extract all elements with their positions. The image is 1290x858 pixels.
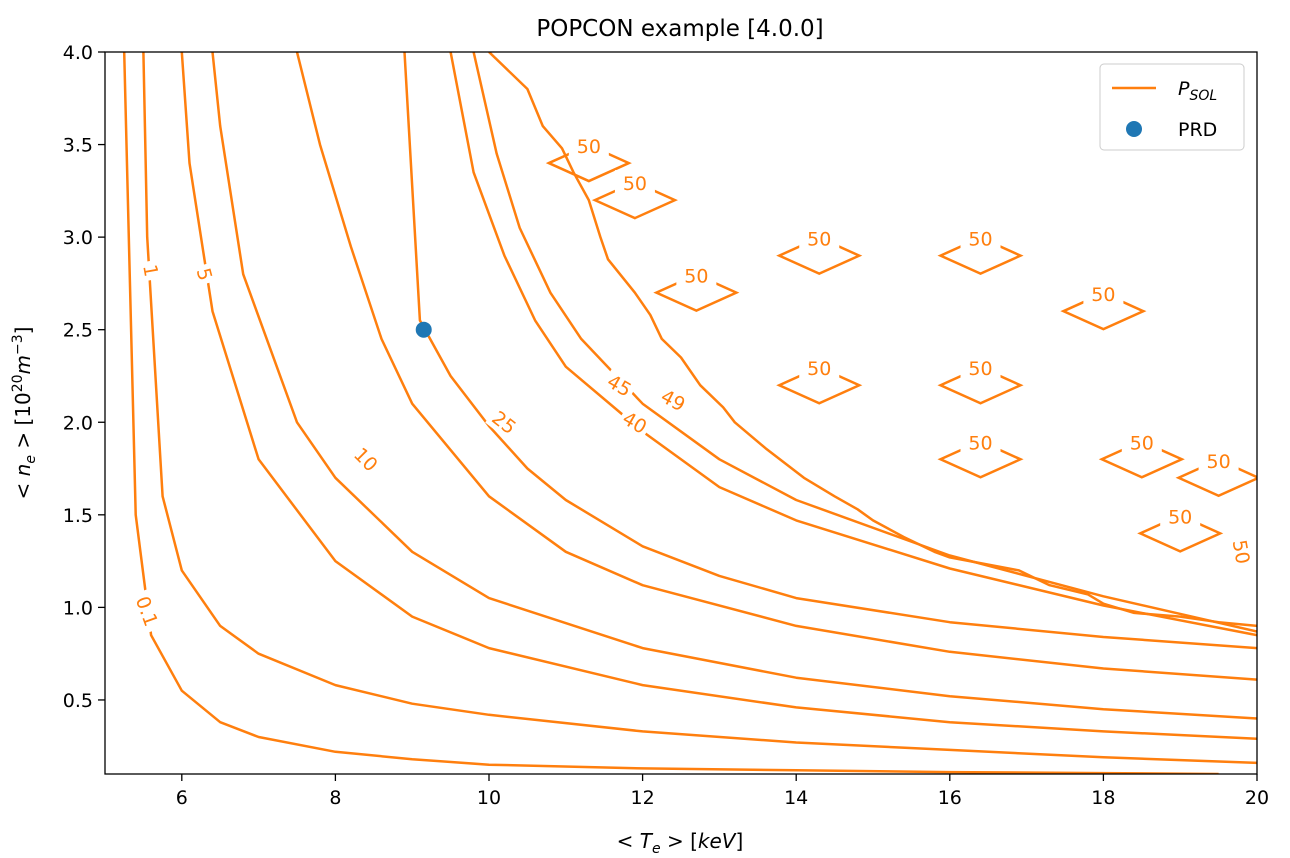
contour-line-25: [403, 52, 1257, 650]
legend-box: [1099, 63, 1245, 151]
contour-island-label: 50: [968, 229, 992, 251]
contour-label-bg: [654, 382, 693, 418]
y-axis: 0.5 1.0 1.5 2.0 2.5 3.0 3.5 4.0: [63, 42, 105, 712]
contour-label-bg: [614, 170, 655, 195]
contour-label-bg: [960, 355, 1001, 380]
contour-label-bg: [485, 403, 524, 441]
y-tick-label: 3.0: [63, 227, 93, 249]
contour-label-bg: [347, 440, 386, 479]
contour-island-label: 50: [807, 229, 831, 251]
y-tick-label: 2.5: [63, 320, 93, 342]
contour-line-10: [295, 52, 1257, 681]
contour-label-bg: [615, 404, 654, 441]
contour-label-45: 45: [600, 367, 639, 404]
contour-label-25: 25: [485, 403, 524, 441]
contour-label-text: 45: [603, 371, 635, 402]
contour-island-label: 50: [1168, 506, 1192, 528]
contour-label-bg: [799, 225, 840, 250]
x-tick-label: 6: [176, 787, 188, 809]
x-tick-label: 12: [631, 787, 655, 809]
contour-label-bg: [1121, 429, 1162, 454]
contour-island-label: 50: [807, 358, 831, 380]
legend-entry-psol: PSOL: [1178, 78, 1217, 104]
contour-island-label: 50: [1207, 451, 1231, 473]
contour-island-label: 50: [968, 358, 992, 380]
x-axis-label: < Te > [keV]: [617, 829, 744, 857]
contour-label-bg: [600, 367, 639, 404]
contour-island-label: 50: [684, 266, 708, 288]
contour-label-bg: [568, 133, 609, 158]
contour-island-label: 50: [968, 432, 992, 454]
contour-label-bg: [1160, 503, 1201, 528]
contour-label-bg: [1227, 534, 1257, 569]
y-tick-label: 1.0: [63, 597, 93, 619]
x-tick-label: 16: [938, 787, 962, 809]
contour-label-0.1: 0.1: [128, 587, 166, 635]
y-axis-label: < ne > [1020m−3]: [10, 327, 39, 500]
contour-label-50: 50: [1227, 534, 1257, 569]
chart-title: POPCON example [4.0.0]: [536, 16, 823, 42]
x-tick-label: 10: [477, 787, 501, 809]
y-tick-label: 0.5: [63, 690, 93, 712]
y-tick-label: 3.5: [63, 135, 93, 157]
x-tick-label: 20: [1245, 787, 1269, 809]
contour-label-bg: [960, 429, 1001, 454]
y-tick-label: 2.0: [63, 412, 93, 434]
contour-line-1: [142, 52, 1257, 765]
contour-label-bg: [137, 259, 165, 282]
contour-label-49: 49: [654, 382, 693, 418]
contour-line-49: [488, 52, 1257, 628]
contour-label-text: 1: [138, 263, 162, 279]
legend-entry-prd: PRD: [1178, 119, 1217, 141]
plot-frame: [104, 51, 1258, 775]
contour-label-1: 1: [137, 259, 165, 282]
contour-label-text: 50: [1228, 538, 1254, 566]
contour-label-bg: [190, 261, 219, 287]
contour-island-label: 50: [1091, 284, 1115, 306]
contour-island-label: 50: [623, 173, 647, 195]
contour-label-bg: [676, 262, 717, 287]
contour-label-text: 5: [192, 266, 216, 283]
contour-label-bg: [799, 355, 840, 380]
contour-label-text: 10: [349, 444, 382, 477]
contour-label-bg: [960, 225, 1001, 250]
contour-label-5: 5: [190, 261, 219, 287]
contour-line-unlabeled-3: [211, 52, 1257, 720]
x-tick-label: 14: [784, 787, 808, 809]
y-tick-label: 4.0: [63, 42, 93, 64]
contour-label-bg: [1083, 281, 1124, 306]
contour-island-label: 50: [1130, 432, 1154, 454]
contour-label-bg: [128, 587, 166, 635]
legend: PSOL PRD: [1099, 63, 1245, 151]
x-axis: 6 8 10 12 14 16 18 20: [176, 774, 1269, 809]
y-tick-label: 1.5: [63, 505, 93, 527]
contour-line-45: [472, 52, 1257, 633]
legend-dot-marker: [1126, 121, 1142, 137]
x-tick-label: 18: [1091, 787, 1115, 809]
prd-point: [415, 321, 432, 338]
contour-island-label: 50: [577, 136, 601, 158]
contour-label-10: 10: [347, 440, 386, 479]
contour-label-bg: [1198, 447, 1239, 472]
contour-line-5: [180, 52, 1257, 741]
contour-line-0.1: [122, 52, 1219, 774]
contour-label-text: 25: [487, 407, 520, 439]
x-tick-label: 8: [329, 787, 341, 809]
